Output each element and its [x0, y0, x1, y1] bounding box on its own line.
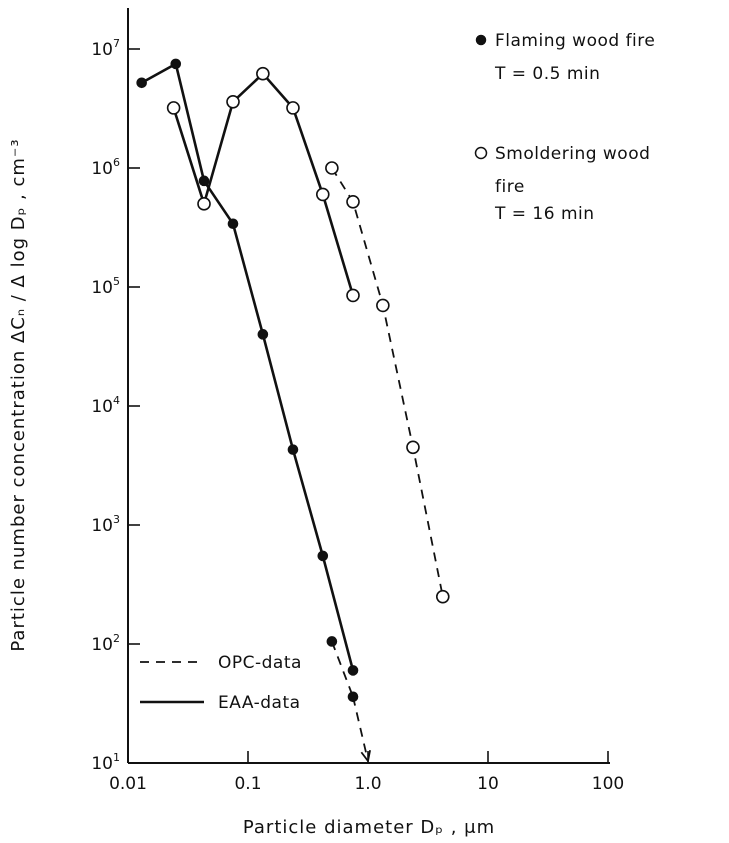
- smoldering-opc-point: [325, 161, 339, 175]
- smoldering-eaa-point: [346, 288, 360, 303]
- x-tick-label: 1.0: [354, 774, 381, 794]
- y-axis-title: Particle number concentration ΔCₙ / Δ lo…: [8, 138, 29, 651]
- smoldering-opc-point: [406, 440, 420, 455]
- smoldering-eaa-point: [256, 66, 270, 81]
- y-tick-label: 103: [91, 513, 120, 536]
- flaming-opc-point: [326, 636, 338, 647]
- y-tick-label: 104: [91, 394, 120, 417]
- smoldering-eaa-point: [166, 101, 181, 115]
- flaming-eaa-point: [227, 218, 239, 230]
- y-tick-label: 106: [91, 156, 120, 179]
- legend-text: Flaming wood fire: [495, 31, 655, 51]
- legend-line-style-text: EAA-data: [218, 693, 301, 713]
- flaming-eaa-point: [317, 550, 329, 562]
- x-axis-title: Particle diameter Dₚ , μm: [243, 817, 495, 838]
- plot-area: [127, 8, 610, 764]
- smoldering-eaa-point: [226, 95, 240, 109]
- x-ticks: 0.01 0.1 1.0 10 100: [109, 751, 624, 794]
- y-ticks: 101 102 103 104 105 106 107: [91, 37, 140, 774]
- x-tick-label: 0.01: [109, 774, 147, 794]
- flaming-eaa-point: [136, 77, 147, 89]
- x-tick-label: 100: [592, 774, 624, 794]
- x-tick-label: 0.1: [234, 774, 261, 794]
- flaming-eaa-point: [198, 175, 210, 187]
- flaming-opc-arrowhead: [360, 750, 371, 764]
- y-tick-label: 102: [91, 632, 120, 655]
- flaming-eaa-point: [257, 329, 269, 340]
- flaming-eaa-line: [141, 62, 355, 671]
- legend-smoldering-marker: [474, 146, 488, 160]
- legend: Flaming wood fire T = 0.5 min Smoldering w…: [140, 31, 655, 713]
- flaming-eaa-point: [347, 665, 359, 676]
- y-tick-label: 105: [91, 275, 120, 298]
- legend-text: T = 0.5 min: [494, 64, 600, 84]
- smoldering-eaa-point: [286, 101, 300, 115]
- legend-text: T = 16 min: [494, 204, 595, 224]
- smoldering-opc-point: [376, 298, 390, 313]
- flaming-opc-arrow-line: [352, 696, 369, 762]
- x-tick-label: 10: [477, 774, 499, 794]
- flaming-opc-point: [347, 691, 359, 703]
- legend-text: fire: [495, 177, 525, 197]
- legend-flaming-marker: [475, 34, 487, 46]
- smoldering-opc-point: [435, 589, 450, 604]
- smoldering-eaa-point: [315, 187, 330, 202]
- flaming-eaa-point: [287, 444, 299, 455]
- smoldering-opc-line: [331, 167, 444, 597]
- y-tick-label: 107: [91, 37, 120, 60]
- series-layer: [136, 58, 450, 764]
- flaming-eaa-point: [170, 58, 182, 70]
- smoldering-eaa-point: [197, 197, 211, 211]
- legend-line-style-text: OPC-data: [218, 653, 302, 673]
- legend-text: Smoldering wood: [495, 144, 650, 164]
- y-tick-label: 101: [91, 751, 120, 774]
- smoldering-opc-point: [346, 194, 360, 209]
- flaming-opc-line: [331, 641, 354, 698]
